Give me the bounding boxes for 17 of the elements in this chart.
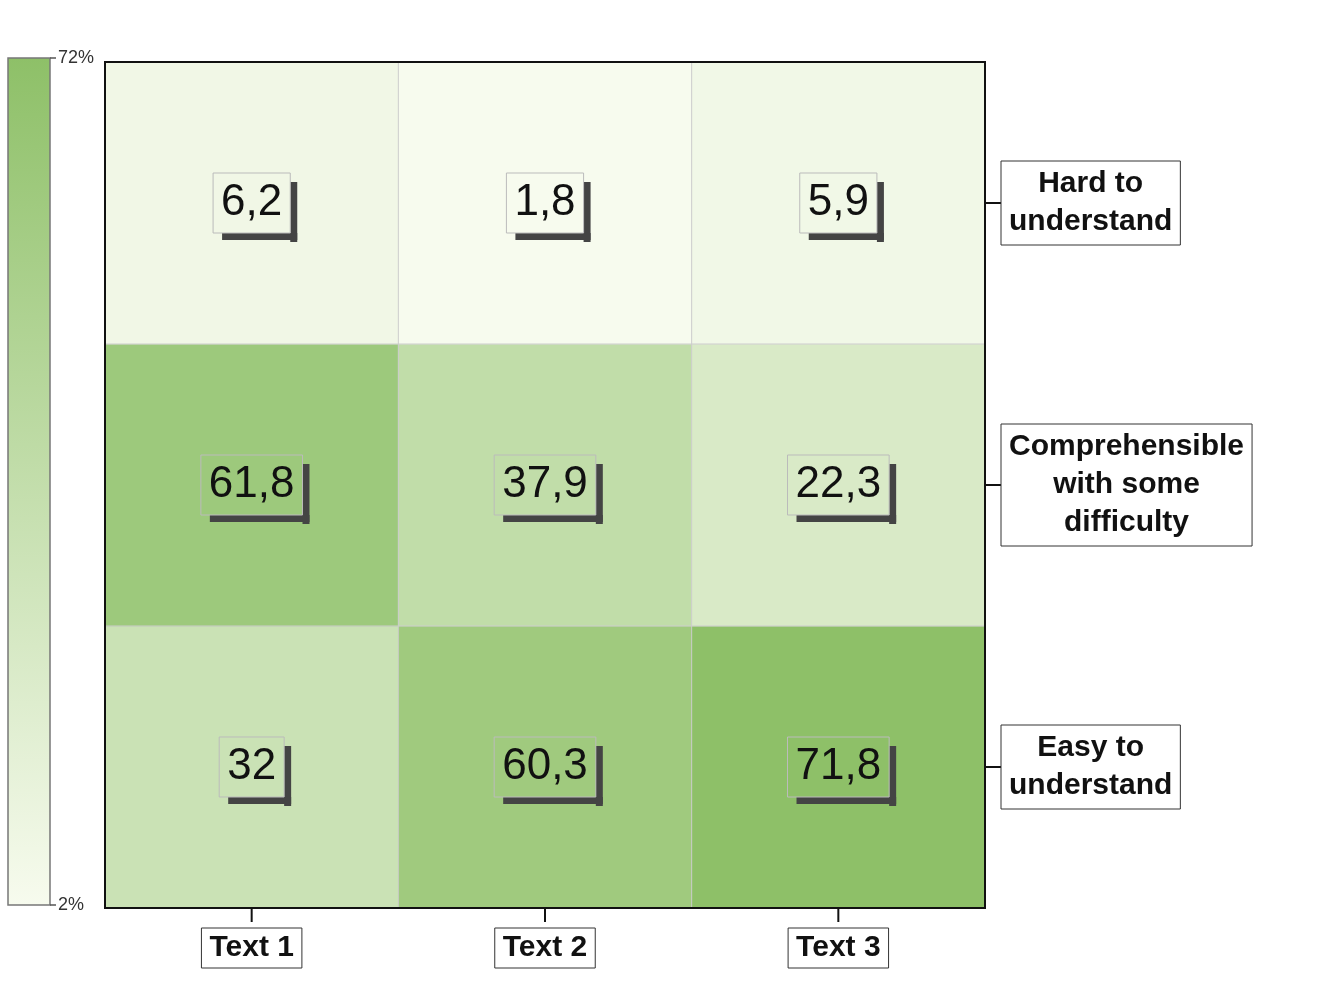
data-label: 71,8 (795, 739, 882, 789)
y-tick-label: Easy to understand (1008, 729, 1173, 801)
y-tick-label: Hard to understand (1008, 165, 1173, 237)
color-bar-label: 72% (58, 46, 95, 67)
data-label: 6,2 (221, 175, 283, 225)
x-tick-label: Text 3 (796, 929, 881, 963)
x-tick-label: Text 2 (502, 929, 588, 963)
y-tick-label: Comprehensible with some difficulty (1008, 428, 1245, 538)
color-bar-label: 2% (58, 893, 85, 914)
data-label: 1,8 (514, 175, 576, 225)
data-label: 32 (227, 739, 277, 789)
x-tick-label: Text 1 (209, 929, 294, 963)
data-label: 5,9 (807, 175, 869, 225)
data-label: 37,9 (502, 457, 588, 507)
data-label: 61,8 (208, 457, 295, 507)
data-label: 60,3 (502, 739, 588, 789)
data-label: 22,3 (795, 457, 882, 507)
